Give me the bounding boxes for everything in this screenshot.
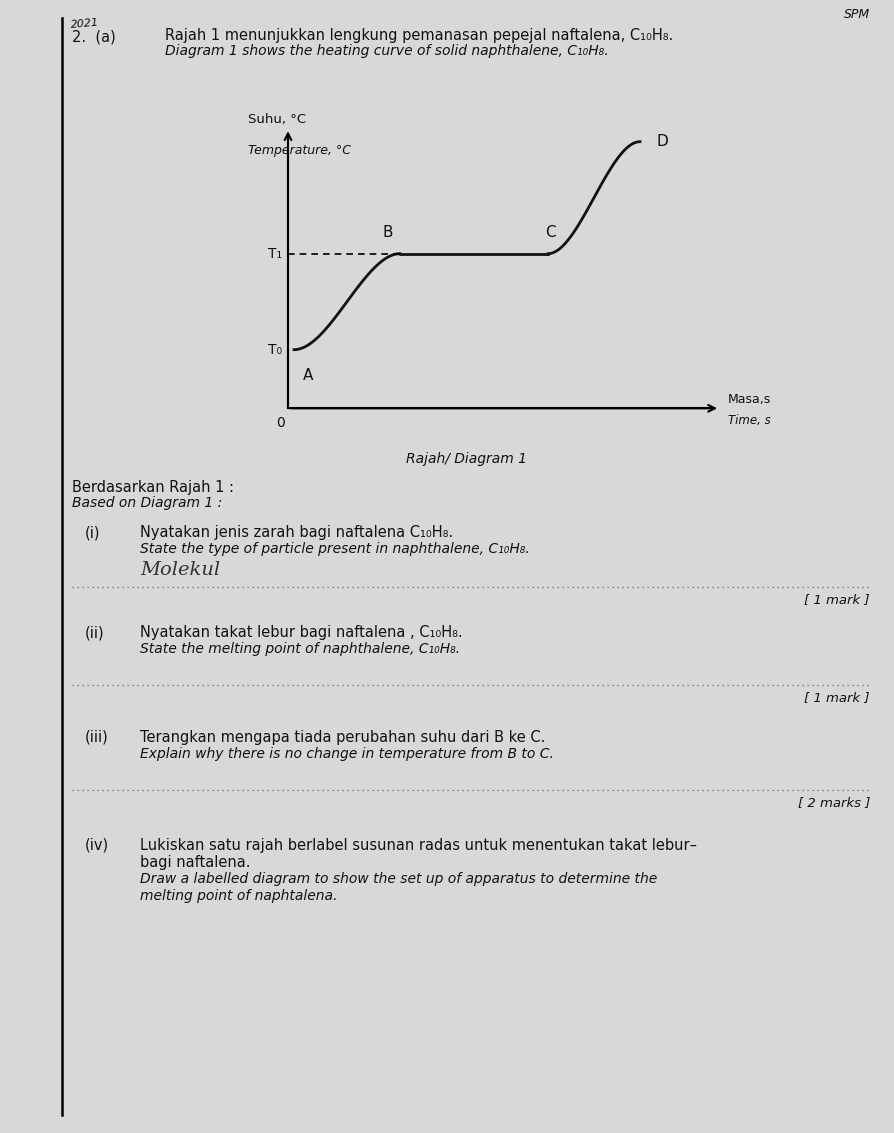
Text: Explain why there is no change in temperature from B to C.: Explain why there is no change in temper… xyxy=(140,747,554,761)
Text: Nyatakan takat lebur bagi naftalena , C₁₀H₈.: Nyatakan takat lebur bagi naftalena , C₁… xyxy=(140,625,462,640)
Text: (iv): (iv) xyxy=(85,838,109,853)
Text: 2.  (a): 2. (a) xyxy=(72,29,115,45)
Text: 0: 0 xyxy=(275,416,284,431)
Text: D: D xyxy=(656,134,668,150)
Text: Terangkan mengapa tiada perubahan suhu dari B ke C.: Terangkan mengapa tiada perubahan suhu d… xyxy=(140,730,545,746)
Text: [ 2 marks ]: [ 2 marks ] xyxy=(797,796,870,809)
Text: (i): (i) xyxy=(85,525,100,540)
Text: State the melting point of naphthalene, C₁₀H₈.: State the melting point of naphthalene, … xyxy=(140,642,460,656)
Text: C: C xyxy=(544,225,555,240)
Text: Temperature, °C: Temperature, °C xyxy=(248,144,351,157)
Text: Diagram 1 shows the heating curve of solid naphthalene, C₁₀H₈.: Diagram 1 shows the heating curve of sol… xyxy=(165,44,609,58)
Text: (ii): (ii) xyxy=(85,625,105,640)
Text: Molekul: Molekul xyxy=(140,561,220,579)
Text: State the type of particle present in naphthalene, C₁₀H₈.: State the type of particle present in na… xyxy=(140,542,530,556)
Text: SPM: SPM xyxy=(844,8,870,22)
Text: A: A xyxy=(303,368,313,383)
Text: Masa,s: Masa,s xyxy=(728,392,772,406)
Text: bagi naftalena.: bagi naftalena. xyxy=(140,855,250,870)
Text: melting point of naphtalena.: melting point of naphtalena. xyxy=(140,889,337,903)
Text: Lukiskan satu rajah berlabel susunan radas untuk menentukan takat lebur–: Lukiskan satu rajah berlabel susunan rad… xyxy=(140,838,697,853)
Text: Berdasarkan Rajah 1 :: Berdasarkan Rajah 1 : xyxy=(72,480,234,495)
Text: Based on Diagram 1 :: Based on Diagram 1 : xyxy=(72,496,223,510)
Text: [ 1 mark ]: [ 1 mark ] xyxy=(805,593,870,606)
Text: Time, s: Time, s xyxy=(728,414,771,427)
Text: Rajah 1 menunjukkan lengkung pemanasan pepejal naftalena, C₁₀H₈.: Rajah 1 menunjukkan lengkung pemanasan p… xyxy=(165,28,673,43)
Text: [ 1 mark ]: [ 1 mark ] xyxy=(805,691,870,704)
Text: Draw a labelled diagram to show the set up of apparatus to determine the: Draw a labelled diagram to show the set … xyxy=(140,872,657,886)
Text: (iii): (iii) xyxy=(85,730,109,746)
Text: Nyatakan jenis zarah bagi naftalena C₁₀H₈.: Nyatakan jenis zarah bagi naftalena C₁₀H… xyxy=(140,525,453,540)
Text: B: B xyxy=(383,225,393,240)
Text: T₀: T₀ xyxy=(268,342,282,357)
Text: 2021: 2021 xyxy=(70,18,99,31)
Text: Suhu, °C: Suhu, °C xyxy=(248,112,306,126)
Text: T₁: T₁ xyxy=(268,247,282,261)
Text: Rajah/ Diagram 1: Rajah/ Diagram 1 xyxy=(407,452,527,466)
